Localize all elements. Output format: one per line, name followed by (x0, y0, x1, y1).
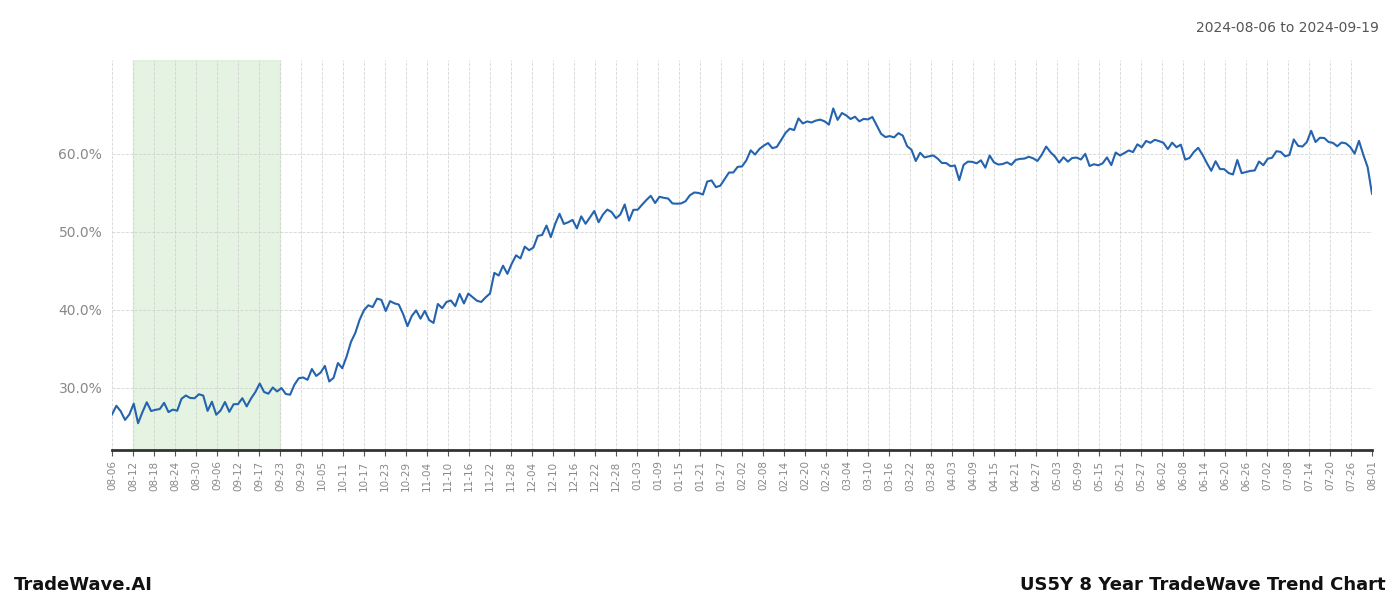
Text: 2024-08-06 to 2024-09-19: 2024-08-06 to 2024-09-19 (1196, 21, 1379, 35)
Text: TradeWave.AI: TradeWave.AI (14, 576, 153, 594)
Bar (133, 60, 280, 450)
Text: US5Y 8 Year TradeWave Trend Chart: US5Y 8 Year TradeWave Trend Chart (1021, 576, 1386, 594)
